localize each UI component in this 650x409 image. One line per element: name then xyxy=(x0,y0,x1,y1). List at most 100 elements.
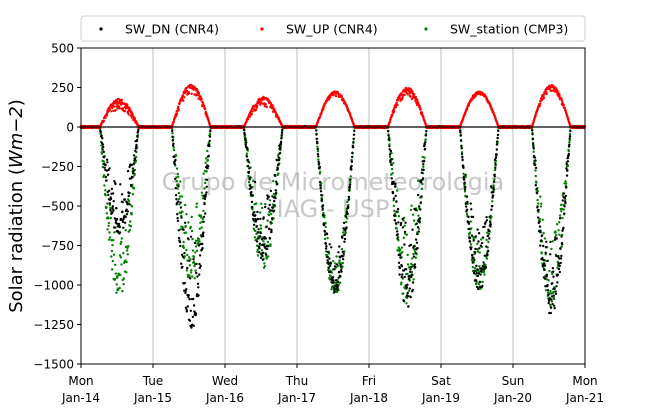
data-point xyxy=(335,290,339,294)
data-point xyxy=(172,142,175,145)
data-point xyxy=(120,237,124,240)
data-point xyxy=(552,290,555,294)
data-point xyxy=(101,143,105,146)
data-point xyxy=(279,147,282,150)
data-point xyxy=(387,137,391,141)
data-point xyxy=(496,133,500,137)
data-point xyxy=(100,134,103,138)
data-point xyxy=(491,204,494,208)
data-point xyxy=(459,134,462,137)
data-point xyxy=(253,180,257,184)
data-point xyxy=(129,220,132,223)
data-point xyxy=(399,221,403,225)
data-point xyxy=(421,177,425,180)
data-point xyxy=(126,210,129,213)
data-point xyxy=(178,101,181,105)
data-point xyxy=(477,287,480,291)
data-point xyxy=(324,250,328,253)
data-point xyxy=(348,185,351,188)
data-point xyxy=(340,95,343,98)
data-point xyxy=(337,251,340,254)
data-point xyxy=(540,239,543,242)
data-point xyxy=(494,156,498,160)
data-point xyxy=(128,191,131,195)
data-point xyxy=(122,226,125,229)
data-point xyxy=(399,248,402,252)
data-point xyxy=(258,235,262,238)
data-point xyxy=(537,216,540,219)
data-point xyxy=(342,252,345,255)
data-point xyxy=(113,231,116,234)
data-point xyxy=(135,139,139,142)
data-point xyxy=(485,219,489,222)
data-point xyxy=(351,145,355,149)
data-point xyxy=(268,227,271,231)
data-point xyxy=(132,154,136,157)
data-point xyxy=(132,172,135,175)
data-point xyxy=(179,206,183,209)
data-point xyxy=(547,301,550,305)
data-point xyxy=(495,143,499,146)
data-point xyxy=(267,195,270,198)
data-point xyxy=(193,86,197,89)
data-point xyxy=(323,223,326,226)
data-point xyxy=(401,95,404,98)
data-point xyxy=(338,274,342,278)
data-point xyxy=(550,300,554,303)
data-point xyxy=(334,94,338,98)
data-point xyxy=(125,208,128,211)
data-point xyxy=(566,169,569,172)
data-point xyxy=(106,173,110,176)
data-point xyxy=(554,231,557,234)
data-point xyxy=(119,256,123,259)
data-point xyxy=(259,256,263,259)
data-point xyxy=(181,226,184,229)
data-point xyxy=(416,99,419,102)
data-point xyxy=(561,243,564,246)
data-point xyxy=(400,281,403,284)
data-point xyxy=(187,256,191,259)
data-point xyxy=(412,219,416,222)
data-point xyxy=(545,275,548,278)
data-point xyxy=(171,132,174,135)
data-point xyxy=(338,259,341,262)
data-point xyxy=(279,140,283,143)
data-point xyxy=(190,326,193,329)
data-point xyxy=(177,175,180,178)
data-point xyxy=(406,283,409,286)
data-point xyxy=(417,179,420,182)
data-point xyxy=(260,238,264,241)
data-point xyxy=(186,253,189,257)
data-point xyxy=(184,306,188,309)
data-point xyxy=(175,112,179,115)
data-point xyxy=(248,115,252,119)
data-point xyxy=(176,217,179,220)
data-point xyxy=(480,241,484,245)
data-point xyxy=(402,292,405,295)
data-point xyxy=(255,104,259,108)
data-point xyxy=(410,270,414,274)
data-point xyxy=(195,271,198,275)
data-point xyxy=(318,165,321,169)
data-point xyxy=(475,264,478,268)
data-point xyxy=(478,280,481,284)
data-point xyxy=(389,118,392,121)
data-point xyxy=(423,144,426,148)
watermark: Grupo de Micrometeorologia IAG - USP xyxy=(162,168,504,223)
data-point xyxy=(128,107,131,110)
data-point xyxy=(462,176,465,179)
data-point xyxy=(273,199,276,203)
data-point xyxy=(565,167,568,170)
data-point xyxy=(181,255,185,258)
data-point xyxy=(119,273,122,276)
data-point xyxy=(334,262,337,265)
data-point xyxy=(390,163,393,166)
data-point xyxy=(496,140,499,143)
data-point xyxy=(125,271,128,274)
data-point xyxy=(246,118,250,121)
data-point xyxy=(476,274,480,278)
data-point xyxy=(415,241,419,244)
data-point xyxy=(266,245,270,248)
data-point xyxy=(411,213,415,216)
data-point xyxy=(120,263,123,266)
